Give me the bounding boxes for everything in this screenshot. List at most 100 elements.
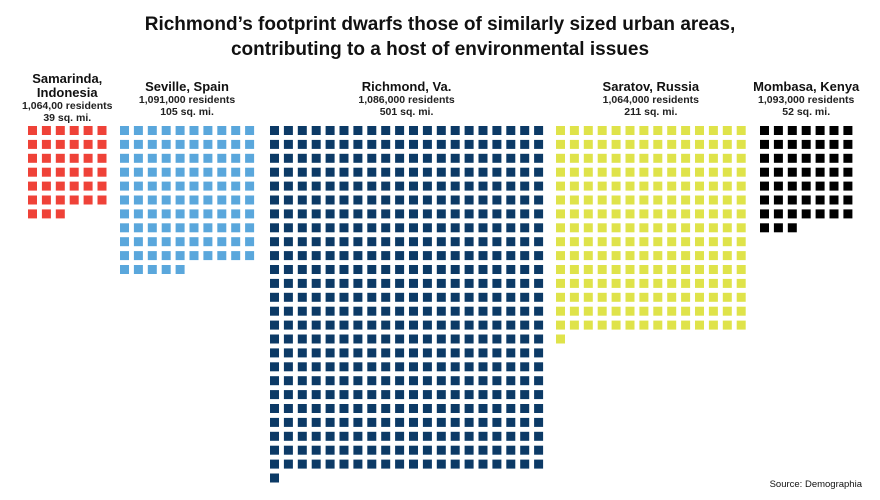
waffle-square — [339, 292, 349, 302]
waffle-square — [708, 223, 718, 233]
waffle-square — [436, 209, 446, 219]
waffle-square — [367, 306, 377, 316]
waffle-square — [325, 139, 335, 149]
waffle-square — [639, 209, 649, 219]
waffle-square — [283, 431, 293, 441]
waffle-square — [422, 265, 432, 274]
waffle-square — [367, 126, 377, 135]
waffle-square — [422, 390, 432, 400]
waffle-square — [161, 139, 171, 149]
waffle-square — [367, 251, 377, 261]
waffle-square — [520, 126, 530, 135]
waffle-square — [773, 223, 783, 233]
waffle-square — [395, 223, 405, 233]
waffle-square — [667, 181, 677, 191]
waffle-square — [708, 181, 718, 191]
waffle-square — [175, 195, 185, 205]
waffle-square — [55, 153, 65, 163]
waffle-square — [395, 167, 405, 177]
waffle-square — [492, 376, 502, 386]
waffle-square — [270, 237, 279, 247]
waffle-square — [625, 292, 635, 302]
waffle-square — [283, 348, 293, 358]
waffle-square — [450, 278, 460, 288]
waffle-square — [708, 153, 718, 163]
waffle-square — [189, 181, 199, 191]
waffle-square — [843, 139, 853, 149]
waffle-square — [450, 237, 460, 247]
waffle-square — [569, 126, 579, 135]
waffle-square — [422, 223, 432, 233]
waffle-square — [695, 265, 704, 274]
waffle-square — [339, 209, 349, 219]
waffle-square — [506, 153, 516, 163]
waffle-square — [625, 223, 635, 233]
waffle-square — [639, 320, 649, 330]
waffle-square — [722, 153, 732, 163]
waffle-square — [353, 153, 363, 163]
waffle-square — [667, 265, 677, 274]
waffle-square — [69, 181, 79, 191]
waffle-square — [409, 251, 418, 261]
series-label: Seville, Spain 1,091,000 residents 105 sq.… — [112, 80, 262, 119]
waffle-square — [611, 167, 621, 177]
waffle-square — [367, 265, 377, 274]
waffle-square — [120, 153, 129, 163]
waffle-square — [597, 195, 607, 205]
waffle-square — [381, 459, 391, 469]
waffle-square — [450, 265, 460, 274]
waffle-square — [133, 223, 143, 233]
waffle-square — [231, 209, 241, 219]
waffle-square — [583, 251, 593, 261]
waffle-square — [270, 431, 279, 441]
waffle-square — [639, 306, 649, 316]
waffle-square — [203, 195, 213, 205]
waffle-square — [736, 167, 746, 177]
waffle-square — [450, 390, 460, 400]
waffle-square — [534, 362, 544, 372]
waffle-square — [815, 139, 825, 149]
waffle-square — [787, 126, 797, 135]
waffle-square — [147, 251, 157, 261]
waffle-square — [667, 306, 677, 316]
waffle-square — [297, 362, 307, 372]
waffle-square — [353, 278, 363, 288]
waffle-square — [611, 181, 621, 191]
waffle-square — [353, 139, 363, 149]
waffle-square — [815, 167, 825, 177]
waffle-group-3 — [556, 126, 746, 344]
waffle-square — [339, 223, 349, 233]
waffle-square — [422, 320, 432, 330]
waffle-square — [325, 237, 335, 247]
waffle-square — [381, 306, 391, 316]
waffle-square — [353, 362, 363, 372]
waffle-square — [520, 459, 530, 469]
waffle-square — [464, 265, 474, 274]
waffle-square — [736, 292, 746, 302]
waffle-square — [436, 404, 446, 413]
waffle-square — [297, 139, 307, 149]
waffle-square — [245, 251, 255, 261]
label-name-line1: Richmond, Va. — [361, 79, 452, 94]
waffle-square — [773, 126, 783, 135]
waffle-square — [815, 195, 825, 205]
waffle-square — [409, 126, 418, 135]
waffle-square — [367, 362, 377, 372]
waffle-square — [367, 459, 377, 469]
waffle-square — [760, 153, 769, 163]
waffle-square — [311, 445, 321, 455]
waffle-square — [409, 167, 418, 177]
waffle-square — [492, 292, 502, 302]
waffle-square — [639, 251, 649, 261]
waffle-square — [556, 167, 565, 177]
waffle-square — [55, 195, 65, 205]
waffle-square — [625, 278, 635, 288]
waffle-square — [760, 181, 769, 191]
waffle-square — [297, 320, 307, 330]
waffle-square — [506, 404, 516, 413]
waffle-square — [367, 376, 377, 386]
waffle-square — [801, 167, 811, 177]
waffle-square — [297, 223, 307, 233]
waffle-square — [231, 167, 241, 177]
